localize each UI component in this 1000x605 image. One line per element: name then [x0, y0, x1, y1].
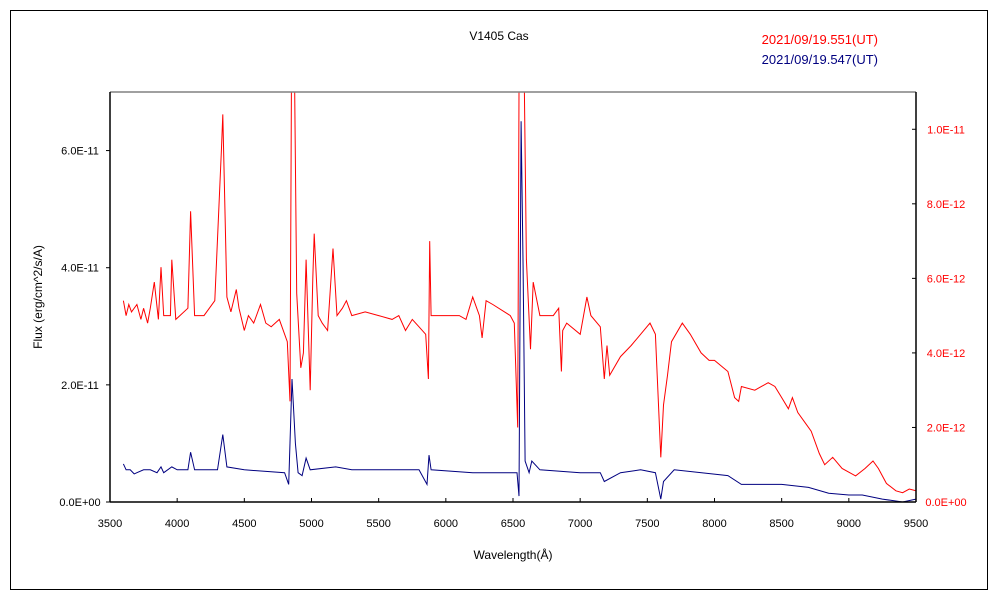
series-line-red — [122, 92, 916, 494]
y-right-tick-label: 4.0E-12 — [927, 348, 966, 360]
chart-title: V1405 Cas — [469, 29, 528, 43]
y-left-tick-label: 0.0E+00 — [59, 497, 100, 509]
y-right-tick-label: 2.0E-12 — [927, 422, 966, 434]
y-left-tick-label: 6.0E-11 — [61, 146, 99, 158]
x-tick-label: 5000 — [299, 518, 323, 530]
y-left-tick-label: 2.0E-11 — [61, 380, 99, 392]
chart-frame — [10, 10, 988, 590]
y-right-tick-label: 1.0E-11 — [927, 124, 965, 136]
x-tick-label: 3500 — [98, 518, 122, 530]
y-right-tick-label: 0.0E+00 — [925, 497, 966, 509]
x-tick-label: 6500 — [501, 518, 525, 530]
x-axis-label: Wavelength(Å) — [474, 547, 553, 562]
x-tick-label: 6000 — [434, 518, 458, 530]
legend-entry-red: 2021/09/19.551(UT) — [762, 32, 878, 47]
x-tick-label: 4500 — [232, 518, 256, 530]
x-tick-label: 8000 — [702, 518, 726, 530]
x-tick-label: 9500 — [904, 518, 928, 530]
series-line-blue — [122, 121, 916, 502]
y-right-tick-label: 8.0E-12 — [927, 199, 966, 211]
x-tick-label: 7000 — [568, 518, 592, 530]
x-tick-label: 8500 — [769, 518, 793, 530]
x-tick-label: 5500 — [366, 518, 390, 530]
x-tick-label: 7500 — [635, 518, 659, 530]
y-left-tick-label: 4.0E-11 — [61, 263, 99, 275]
y-axis-label: Flux (erg/cm^2/s/A) — [31, 245, 45, 349]
x-tick-label: 4000 — [165, 518, 189, 530]
y-right-tick-label: 6.0E-12 — [927, 273, 966, 285]
legend-entry-blue: 2021/09/19.547(UT) — [762, 52, 878, 67]
x-tick-label: 9000 — [837, 518, 861, 530]
